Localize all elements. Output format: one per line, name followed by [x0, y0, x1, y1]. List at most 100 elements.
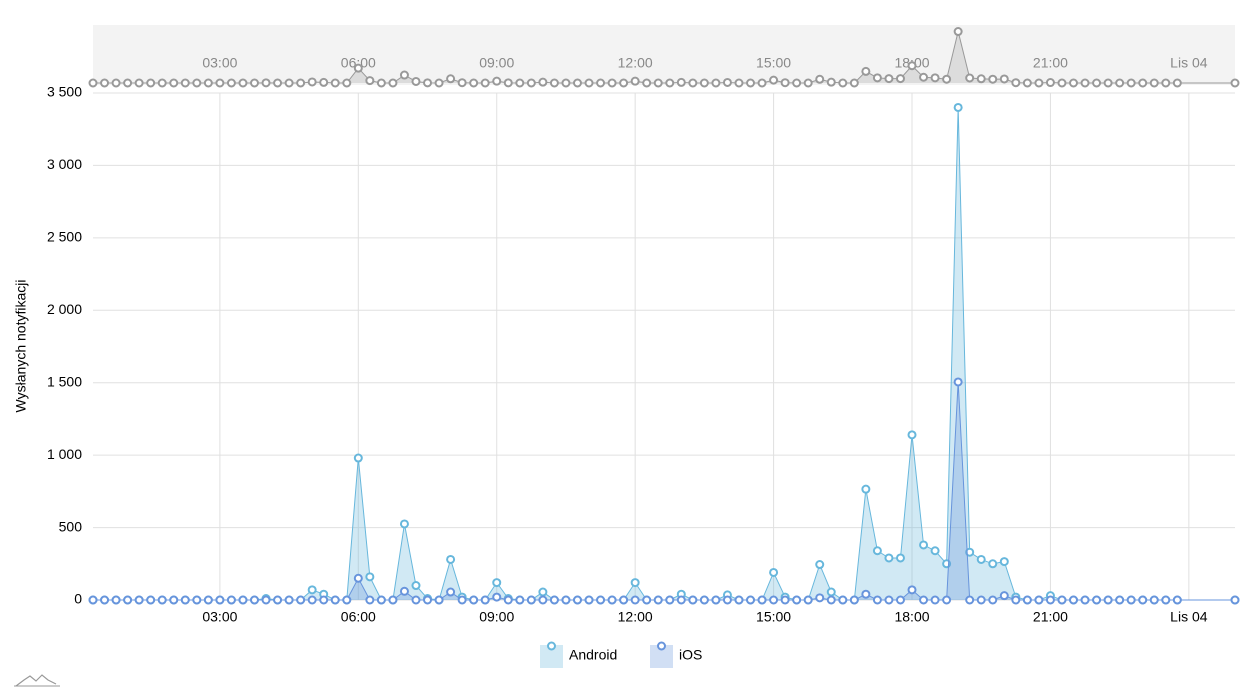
series-marker	[503, 595, 513, 605]
series-marker	[538, 595, 548, 605]
series-marker	[1103, 595, 1113, 605]
y-tick-label: 1 500	[47, 373, 82, 389]
scrollbar-marker	[1022, 78, 1032, 88]
series-marker	[480, 595, 490, 605]
series-marker	[1011, 595, 1021, 605]
series-marker	[895, 553, 905, 563]
scrollbar-marker	[376, 78, 386, 88]
series-marker	[157, 595, 167, 605]
scrollbar-marker	[1092, 78, 1102, 88]
scrollbar-marker	[549, 78, 559, 88]
series-marker	[734, 595, 744, 605]
series-marker	[423, 595, 433, 605]
plot	[88, 102, 1240, 605]
series-marker	[342, 595, 352, 605]
series-marker	[619, 595, 629, 605]
x-tick-label: 06:00	[341, 609, 376, 625]
x-tick-label: 09:00	[479, 609, 514, 625]
scrollbar-marker	[792, 78, 802, 88]
scrollbar-marker	[965, 73, 975, 83]
series-marker	[907, 585, 917, 595]
series-marker	[88, 595, 98, 605]
series-marker	[446, 587, 456, 597]
scrollbar-marker	[169, 78, 179, 88]
legend-label[interactable]: iOS	[679, 647, 702, 663]
series-marker	[584, 595, 594, 605]
scrollbar-marker	[446, 74, 456, 84]
series-marker	[815, 560, 825, 570]
scrollbar-marker	[353, 63, 363, 73]
scrollbar-marker	[838, 78, 848, 88]
scrollbar-marker	[399, 70, 409, 80]
series-marker	[284, 595, 294, 605]
y-tick-label: 3 500	[47, 84, 82, 100]
series-marker	[388, 595, 398, 605]
scrollbar-marker	[665, 78, 675, 88]
series-marker	[884, 595, 894, 605]
scrollbar-tick-label: 15:00	[756, 55, 791, 71]
scrollbar-marker	[1161, 78, 1171, 88]
series-marker	[826, 595, 836, 605]
scrollbar-marker	[688, 78, 698, 88]
legend-label[interactable]: Android	[569, 647, 617, 663]
scrollbar-tick-label: 21:00	[1033, 55, 1068, 71]
series-marker	[953, 377, 963, 387]
scrollbar-marker	[953, 27, 963, 37]
series-marker	[988, 559, 998, 569]
series-marker	[676, 595, 686, 605]
series-marker	[919, 595, 929, 605]
scrollbar-marker	[111, 78, 121, 88]
series-marker	[999, 557, 1009, 567]
scrollbar-marker	[872, 73, 882, 83]
series-marker	[215, 595, 225, 605]
series-marker	[100, 595, 110, 605]
series-marker	[872, 546, 882, 556]
series-marker	[861, 484, 871, 494]
series-marker	[1069, 595, 1079, 605]
series-marker	[526, 595, 536, 605]
x-tick-label: 21:00	[1033, 609, 1068, 625]
scrollbar-marker	[526, 78, 536, 88]
series-marker	[376, 595, 386, 605]
y-axis-title: Wysłanych notyfikacji	[13, 280, 29, 413]
grid: 0 500 1 000 1 500 2 000 2 500 3 000 3 500 03:00 0…	[47, 84, 1235, 625]
legend-swatch[interactable]	[650, 645, 673, 668]
scrollbar-marker	[492, 76, 502, 86]
series-marker	[999, 591, 1009, 601]
series-marker	[399, 519, 409, 529]
scrollbar-background[interactable]	[93, 25, 1235, 85]
legend-marker[interactable]	[547, 641, 556, 651]
series-marker	[492, 578, 502, 588]
scrollbar-marker	[572, 78, 582, 88]
series-marker	[642, 595, 652, 605]
series-marker	[919, 540, 929, 550]
series-marker	[111, 595, 121, 605]
scrollbar-marker	[1126, 78, 1136, 88]
series-marker	[192, 595, 202, 605]
scrollbar-marker	[642, 78, 652, 88]
scrollbar-marker	[388, 78, 398, 88]
series-area	[93, 381, 1235, 600]
series-marker	[1045, 595, 1055, 605]
series-marker	[653, 595, 663, 605]
scrollbar-tick-label: 09:00	[479, 55, 514, 71]
series-marker	[630, 578, 640, 588]
series-marker	[273, 595, 283, 605]
scrollbar-tick-label: 12:00	[618, 55, 653, 71]
series-marker	[976, 554, 986, 564]
series-marker	[180, 595, 190, 605]
series-marker	[469, 595, 479, 605]
scrollbar-marker	[307, 77, 317, 87]
scrollbar-marker	[895, 74, 905, 84]
scrollbar-marker	[988, 74, 998, 84]
series-marker	[146, 595, 156, 605]
legend-swatch[interactable]	[540, 645, 563, 668]
scrollbar-marker	[100, 78, 110, 88]
scrollbar-marker	[976, 74, 986, 84]
scrollbar-marker	[711, 78, 721, 88]
scrollbar-marker	[203, 78, 213, 88]
legend-marker[interactable]	[657, 641, 666, 651]
y-tick-label: 1 000	[47, 446, 82, 462]
